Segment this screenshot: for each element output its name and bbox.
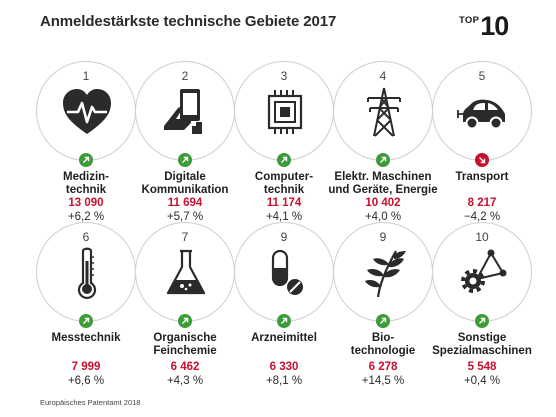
trend-down-icon bbox=[475, 153, 489, 167]
tile-count: 11 694 bbox=[133, 197, 237, 209]
tile-circle: 2 bbox=[135, 61, 235, 161]
flask-icon bbox=[158, 247, 214, 299]
tile-label: Transport bbox=[422, 171, 542, 184]
tile-rank: 5 bbox=[433, 69, 531, 83]
trend-up-icon bbox=[376, 153, 390, 167]
tile-rank: 9 bbox=[235, 230, 333, 244]
tile-circle: 7 bbox=[135, 222, 235, 322]
tile-circle: 9 bbox=[333, 222, 433, 322]
electric-car-icon bbox=[455, 86, 511, 138]
tile-count: 6 278 bbox=[331, 361, 435, 373]
trend-up-icon bbox=[178, 314, 192, 328]
tile-count: 11 174 bbox=[232, 197, 336, 209]
tile-change: +6,6 % bbox=[34, 375, 138, 387]
tile-count: 5 548 bbox=[430, 361, 534, 373]
tile-rank: 3 bbox=[235, 69, 333, 83]
tile-rank: 10 bbox=[433, 230, 531, 244]
trend-up-icon bbox=[79, 153, 93, 167]
trend-up-icon bbox=[376, 314, 390, 328]
tile-organische-feinchemie: 7 OrganischeFeinchemie 6 462 +4,3 % bbox=[133, 222, 237, 382]
tile-transport: 5 Transport 8 217 −4,2 % bbox=[430, 61, 534, 221]
tile-count: 13 090 bbox=[34, 197, 138, 209]
tile-change: +0,4 % bbox=[430, 375, 534, 387]
tile-digitale-kommunikation: 2 DigitaleKommunikation 11 694 +5,7 % bbox=[133, 61, 237, 221]
thermometer-icon bbox=[59, 247, 115, 299]
gear-network-icon bbox=[455, 247, 511, 299]
tile-count: 8 217 bbox=[430, 197, 534, 209]
trend-up-icon bbox=[475, 314, 489, 328]
tile-messtechnik: 6 Messtechnik 7 999 +6,6 % bbox=[34, 222, 138, 382]
heart-pulse-icon bbox=[59, 86, 115, 138]
tile-arzneimittel: 9 Arzneimittel 6 330 +8,1 % bbox=[232, 222, 336, 382]
tile-change: +8,1 % bbox=[232, 375, 336, 387]
trend-up-icon bbox=[277, 153, 291, 167]
tablet-hand-icon bbox=[158, 86, 214, 138]
tile-elektr-maschinen: 4 Elektr. Maschinenund Geräte, Energie 1… bbox=[331, 61, 435, 221]
tile-computertechnik: 3 Computer-technik 11 174 +4,1 % bbox=[232, 61, 336, 221]
tile-rank: 7 bbox=[136, 230, 234, 244]
tile-circle: 10 bbox=[432, 222, 532, 322]
tile-circle: 5 bbox=[432, 61, 532, 161]
tile-biotechnologie: 9 Bio-technologie 6 278 +14,5 % bbox=[331, 222, 435, 382]
top10-badge: TOP 10 bbox=[459, 10, 508, 40]
trend-up-icon bbox=[277, 314, 291, 328]
tile-change: +14,5 % bbox=[331, 375, 435, 387]
trend-up-icon bbox=[79, 314, 93, 328]
tile-circle: 3 bbox=[234, 61, 334, 161]
tile-circle: 6 bbox=[36, 222, 136, 322]
page-title: Anmeldestärkste technische Gebiete 2017 bbox=[40, 13, 336, 30]
source-footer: Europäisches Patentamt 2018 bbox=[40, 398, 140, 407]
tile-medizintechnik: 1 Medizin-technik 13 090 +6,2 % bbox=[34, 61, 138, 221]
top10-number: 10 bbox=[480, 13, 508, 40]
tile-circle: 9 bbox=[234, 222, 334, 322]
tile-change: +4,3 % bbox=[133, 375, 237, 387]
tile-count: 7 999 bbox=[34, 361, 138, 373]
tile-rank: 1 bbox=[37, 69, 135, 83]
tile-sonstige-spezialmaschinen: 10 SonstigeSpezialmaschinen 5 548 +0,4 % bbox=[430, 222, 534, 382]
tile-circle: 1 bbox=[36, 61, 136, 161]
plant-icon bbox=[356, 247, 412, 299]
pills-icon bbox=[257, 247, 313, 299]
tile-rank: 9 bbox=[334, 230, 432, 244]
microchip-icon bbox=[257, 86, 313, 138]
tile-label: SonstigeSpezialmaschinen bbox=[422, 332, 542, 358]
tile-count: 6 330 bbox=[232, 361, 336, 373]
power-pylon-icon bbox=[356, 86, 412, 138]
tile-rank: 4 bbox=[334, 69, 432, 83]
tile-circle: 4 bbox=[333, 61, 433, 161]
top10-word: TOP bbox=[459, 15, 479, 26]
trend-up-icon bbox=[178, 153, 192, 167]
tile-count: 10 402 bbox=[331, 197, 435, 209]
tile-count: 6 462 bbox=[133, 361, 237, 373]
tile-rank: 2 bbox=[136, 69, 234, 83]
tile-rank: 6 bbox=[37, 230, 135, 244]
